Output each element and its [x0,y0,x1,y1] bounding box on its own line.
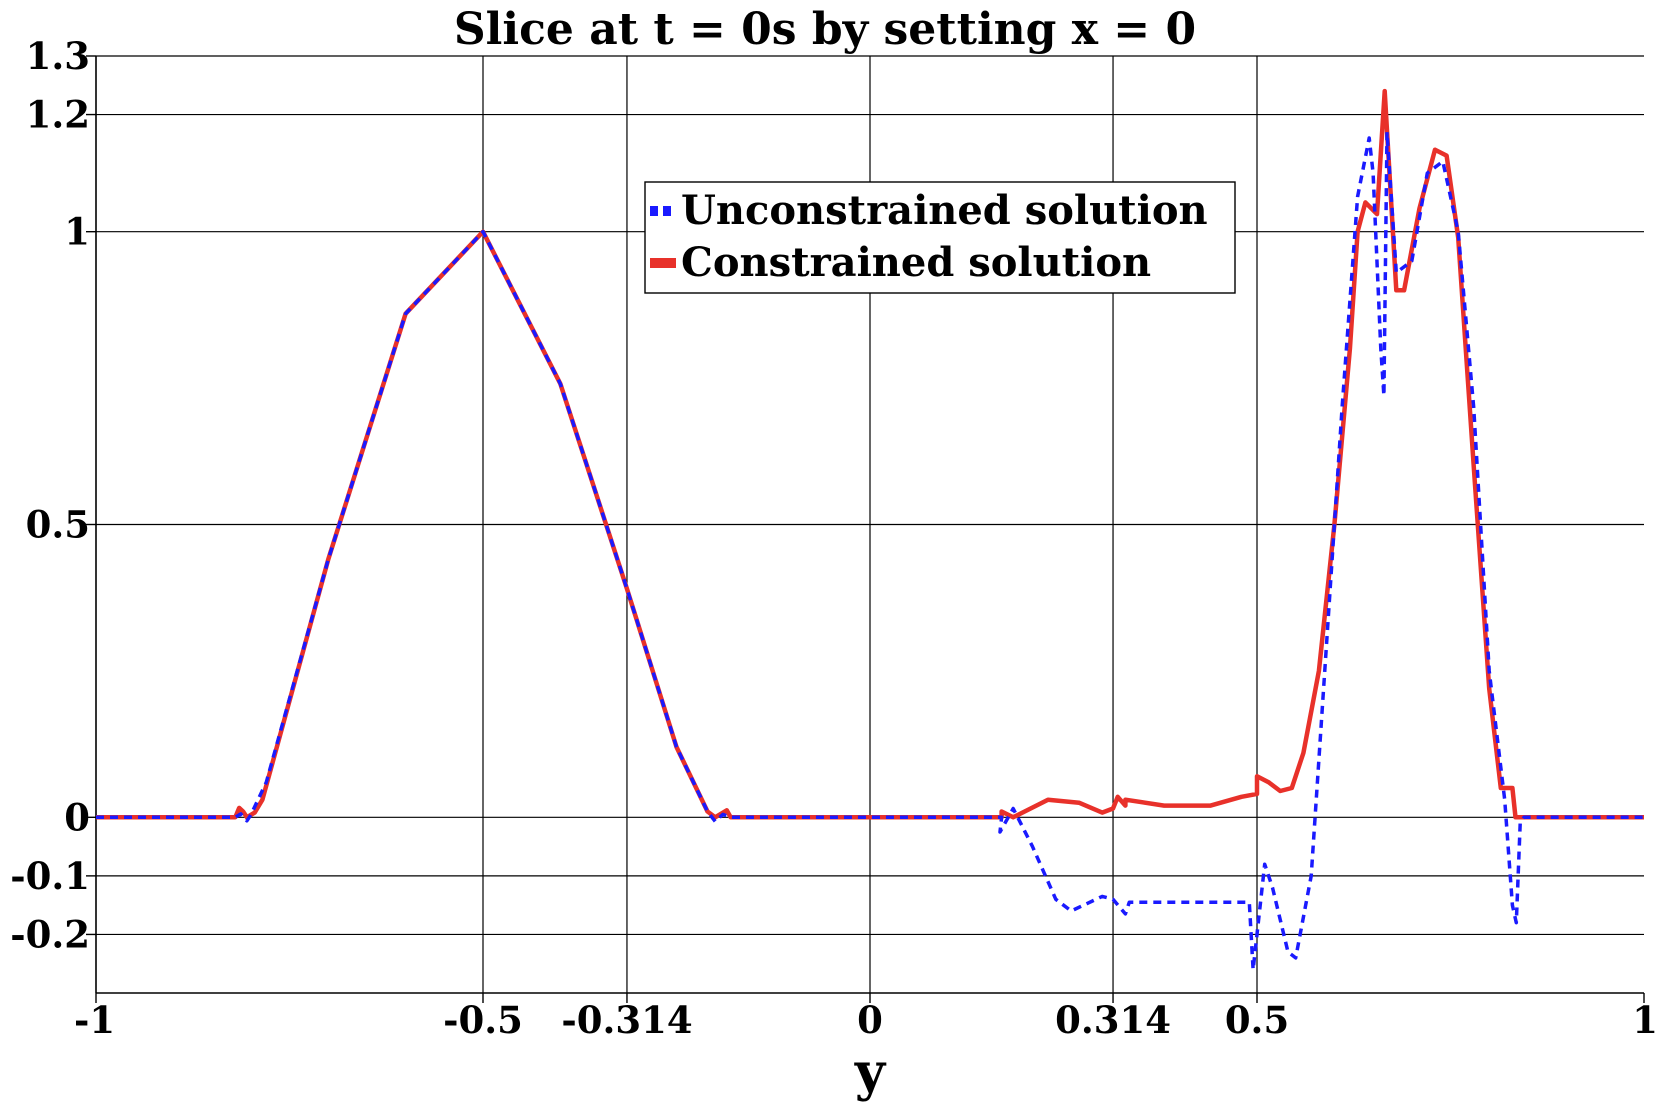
y-tick-label: -0.1 [10,854,90,898]
series-line-unconstrained [96,130,1644,972]
y-tick-label: -0.2 [10,912,90,956]
series-lines [96,88,1644,972]
x-tick-label: -1 [74,998,115,1042]
chart-title: Slice at t = 0s by setting x = 0 [454,4,1196,55]
y-tick-label: 1.3 [26,34,90,78]
x-tick-label: -0.314 [561,998,692,1042]
y-tick-label: 0.5 [26,503,90,547]
tick-labels: -1 -0.5 -0.314 0 0.314 0.5 1 1.3 1.2 1 0.5 0 -0.1 -0.… [10,34,1658,1042]
legend-swatch-unconstrained [650,206,658,216]
legend-swatch-unconstrained [663,206,671,216]
y-tick-label: 1 [64,210,90,254]
x-tick-label: -0.5 [443,998,523,1042]
legend-label: Unconstrained solution [681,187,1208,234]
x-tick-label: 0.314 [1055,998,1171,1042]
legend-label: Constrained solution [681,239,1151,286]
x-tick-label: 1 [1632,998,1658,1042]
legend-swatch-constrained [650,258,676,268]
axes [86,55,1645,1003]
legend: Unconstrained solution Constrained soluti… [644,181,1236,294]
y-tick-label: 1.2 [26,93,90,137]
x-tick-label: 0.5 [1225,998,1289,1042]
legend-box [644,181,1236,294]
x-tick-label: 0 [857,998,883,1042]
x-axis-label: y [854,1042,887,1103]
y-tick-label: 0 [64,795,90,839]
